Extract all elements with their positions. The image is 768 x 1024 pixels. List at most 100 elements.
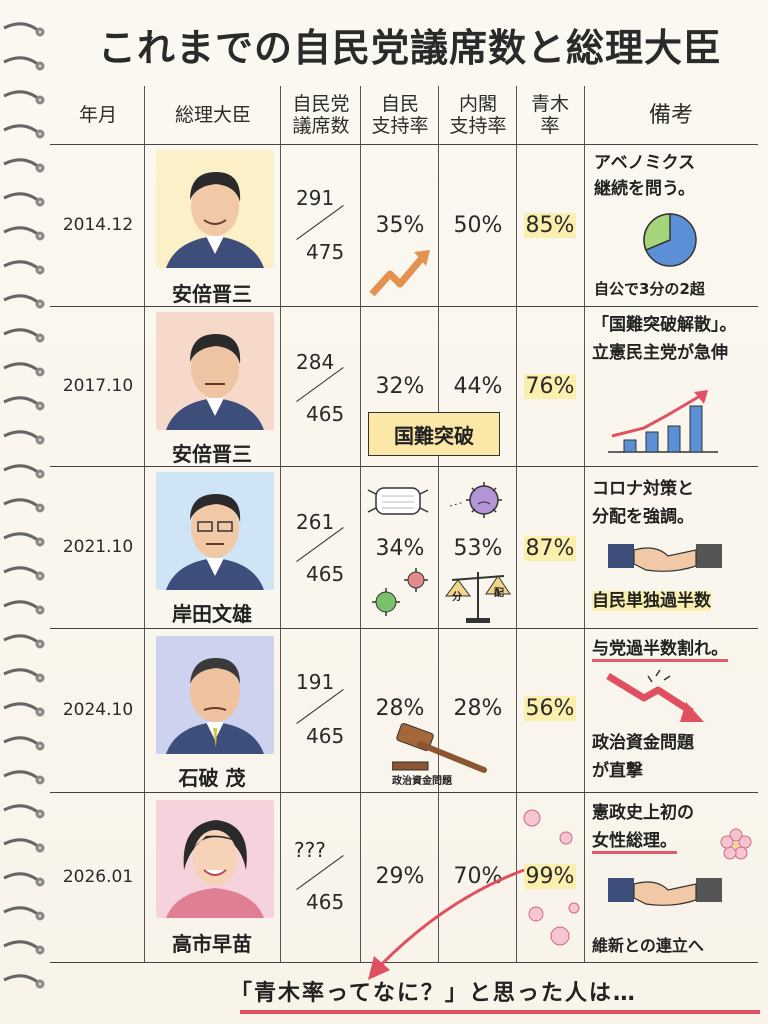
virus-icon: [372, 568, 428, 616]
row3-pm-name: 岸田文雄: [172, 602, 252, 626]
row1-aoki-rate: 85%: [518, 205, 582, 245]
row3-total: 465: [306, 562, 345, 586]
curved-arrow-icon: [368, 868, 525, 980]
row2-cabinet-support: 44%: [453, 373, 503, 399]
row3-cabinet-support: 53%: [453, 535, 503, 561]
header-seats: 自民党 議席数: [282, 90, 360, 142]
portrait-abe-2-icon: [156, 312, 274, 430]
row5-date: 2026.01: [62, 867, 134, 887]
sakura-icon: [523, 809, 580, 946]
row5-pm-name: 高市早苗: [172, 932, 252, 956]
row1-note-line2: 継続を問う。: [594, 179, 695, 199]
column-divider: [438, 86, 439, 962]
column-divider: [516, 86, 517, 962]
row4-ldp-support: 28%: [375, 695, 425, 721]
row3-ldp-support: 34%: [375, 535, 425, 561]
virus-face-icon: [449, 482, 502, 518]
row3-note-line1: コロナ対策と: [592, 479, 694, 499]
row4-date: 2024.10: [62, 700, 134, 720]
row4-aoki-rate: 56%: [518, 688, 582, 728]
row2-ldp-support: 32%: [375, 373, 425, 399]
row2-note-line2: 立憲民主党が急伸: [592, 343, 728, 363]
row1-seats: 291: [296, 186, 335, 210]
row1-seat-slash: [296, 205, 344, 240]
row4-total: 465: [306, 724, 345, 748]
row1-note-line3: 自公で3分の2超: [594, 280, 705, 298]
header-aoki-rate: 青木 率: [518, 90, 582, 142]
row4-seat-slash: [296, 689, 344, 724]
scale-right-label: 配: [494, 588, 504, 599]
row-divider: [50, 792, 758, 793]
row-divider: [50, 466, 758, 467]
row3-seats: 261: [296, 510, 335, 534]
row5-aoki-rate: 99%: [518, 856, 582, 896]
row2-note-line1: 「国難突破解散」。: [592, 315, 737, 335]
down-arrow-icon: [606, 669, 704, 722]
row3-note-line3: 自民単独過半数: [592, 590, 711, 613]
row3-note-line2: 分配を強調。: [592, 507, 694, 527]
arrow-up-icon: [369, 250, 430, 297]
portrait-ishiba-icon: [156, 636, 274, 754]
row4-cabinet-support: 28%: [453, 695, 503, 721]
header-ldp-support: 自民 支持率: [362, 90, 438, 142]
row1-note-line1: アベノミクス: [594, 153, 696, 173]
header-seats-line2: 議席数: [292, 115, 350, 137]
header-ldp-line1: 自民: [380, 93, 419, 116]
scale-icon: [445, 572, 511, 623]
row2-seats: 284: [296, 350, 335, 374]
header-notes: 備考: [648, 103, 693, 129]
row3-aoki-rate: 87%: [518, 528, 582, 568]
pie-chart-icon: [643, 213, 697, 267]
header-ldp-line2: 支持率: [371, 115, 429, 137]
row1-ldp-support: 35%: [375, 212, 425, 238]
row3-note-line3-text: 自民単独過半数: [592, 591, 711, 611]
row-divider: [50, 306, 758, 307]
header-date: 年月: [78, 104, 117, 127]
page-title: これまでの自民党議席数と総理大臣: [97, 26, 722, 70]
row5-ldp-support: 29%: [375, 863, 425, 889]
row-divider: [50, 962, 758, 963]
row1-pm-name: 安倍晋三: [172, 282, 252, 306]
row3-date: 2021.10: [62, 537, 134, 557]
footer-question: 「青木率ってなに？」と思った人は…: [230, 981, 637, 1006]
header-pm: 総理大臣: [174, 104, 251, 127]
row5-note-line2-text: 女性総理。: [592, 831, 677, 854]
row2-total: 465: [306, 402, 345, 426]
row5-aoki-value: 99%: [523, 863, 577, 889]
handshake-2-icon: [608, 878, 722, 906]
footer-underline: [240, 1010, 760, 1014]
row4-note-line1-text: 与党過半数割れ。: [592, 639, 729, 662]
row-divider: [50, 628, 758, 629]
row4-pm-name: 石破 茂: [178, 766, 246, 790]
row1-cabinet-support: 50%: [453, 212, 503, 238]
header-cabinet-support: 内閣 支持率: [440, 90, 516, 142]
column-divider: [280, 86, 281, 962]
column-divider: [360, 86, 361, 962]
row4-aoki-value: 56%: [523, 695, 577, 721]
portrait-kishida-icon: [156, 472, 274, 590]
row-divider: [50, 144, 758, 145]
row4-note-line3: が直撃: [592, 761, 643, 781]
header-seats-line1: 自民党: [292, 93, 350, 116]
spiral-binding-icon: [3, 22, 45, 989]
gavel-label: 政治資金問題: [392, 776, 452, 787]
handshake-icon: [608, 544, 722, 572]
row2-aoki-rate: 76%: [518, 366, 582, 406]
row4-note-line2: 政治資金問題: [592, 733, 694, 753]
column-divider: [144, 86, 145, 962]
sakura-flower-icon: [720, 828, 752, 860]
bar-chart-icon: [608, 390, 718, 453]
portrait-takaichi-icon: [156, 800, 274, 918]
row5-note-line2: 女性総理。: [592, 830, 677, 854]
row2-pm-name: 安倍晋三: [172, 442, 252, 466]
gavel-icon: [392, 723, 487, 773]
column-divider: [584, 86, 585, 962]
row1-date: 2014.12: [62, 215, 134, 235]
header-cabinet-line2: 支持率: [449, 115, 507, 137]
row4-note-line1: 与党過半数割れ。: [592, 638, 729, 662]
row4-seats: 191: [296, 670, 335, 694]
mask-icon: [367, 487, 429, 515]
row5-note-line1: 憲政史上初の: [592, 803, 694, 823]
row2-date: 2017.10: [62, 376, 134, 396]
